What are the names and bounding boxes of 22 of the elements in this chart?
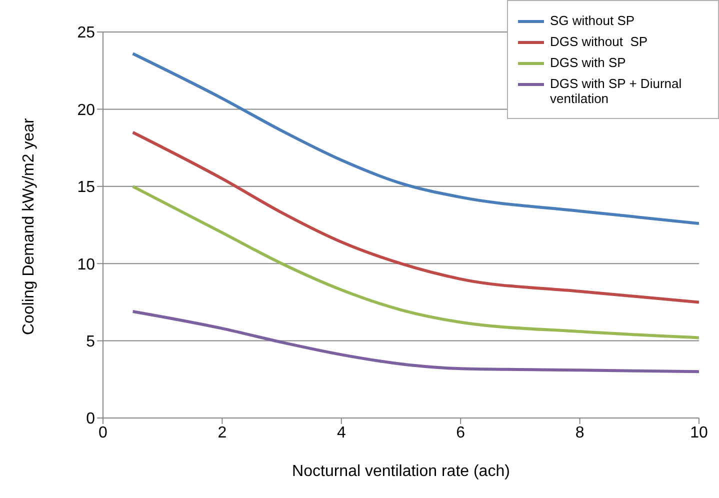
y-tick-label: 10 — [77, 256, 96, 274]
x-tick-label: 2 — [218, 424, 227, 442]
line-series — [131, 184, 699, 340]
x-tick-label: 0 — [98, 424, 108, 442]
legend-label: DGS with SP + Diurnal ventilation — [550, 76, 683, 106]
x-tick-label: 4 — [336, 424, 346, 442]
line-series — [131, 52, 699, 225]
line-series — [131, 310, 699, 374]
y-tick-label: 15 — [77, 179, 96, 196]
x-tick-label: 6 — [456, 424, 466, 442]
y-tick-label: 25 — [77, 24, 96, 42]
y-tick-label: 5 — [86, 333, 96, 350]
legend-label: DGS with SP — [550, 55, 626, 70]
line-series — [131, 130, 699, 304]
x-axis-title: Nocturnal ventilation rate (ach) — [292, 463, 510, 480]
y-tick-label: 20 — [77, 102, 96, 119]
y-axis-title: Cooling Demand kWy/m2 year — [20, 118, 38, 335]
legend-label: DGS without SP — [550, 34, 648, 49]
legend-label: SG without SP — [550, 13, 635, 28]
y-tick-label: 0 — [86, 410, 96, 428]
x-tick-label: 8 — [575, 424, 584, 442]
x-tick-label: 10 — [690, 424, 708, 442]
